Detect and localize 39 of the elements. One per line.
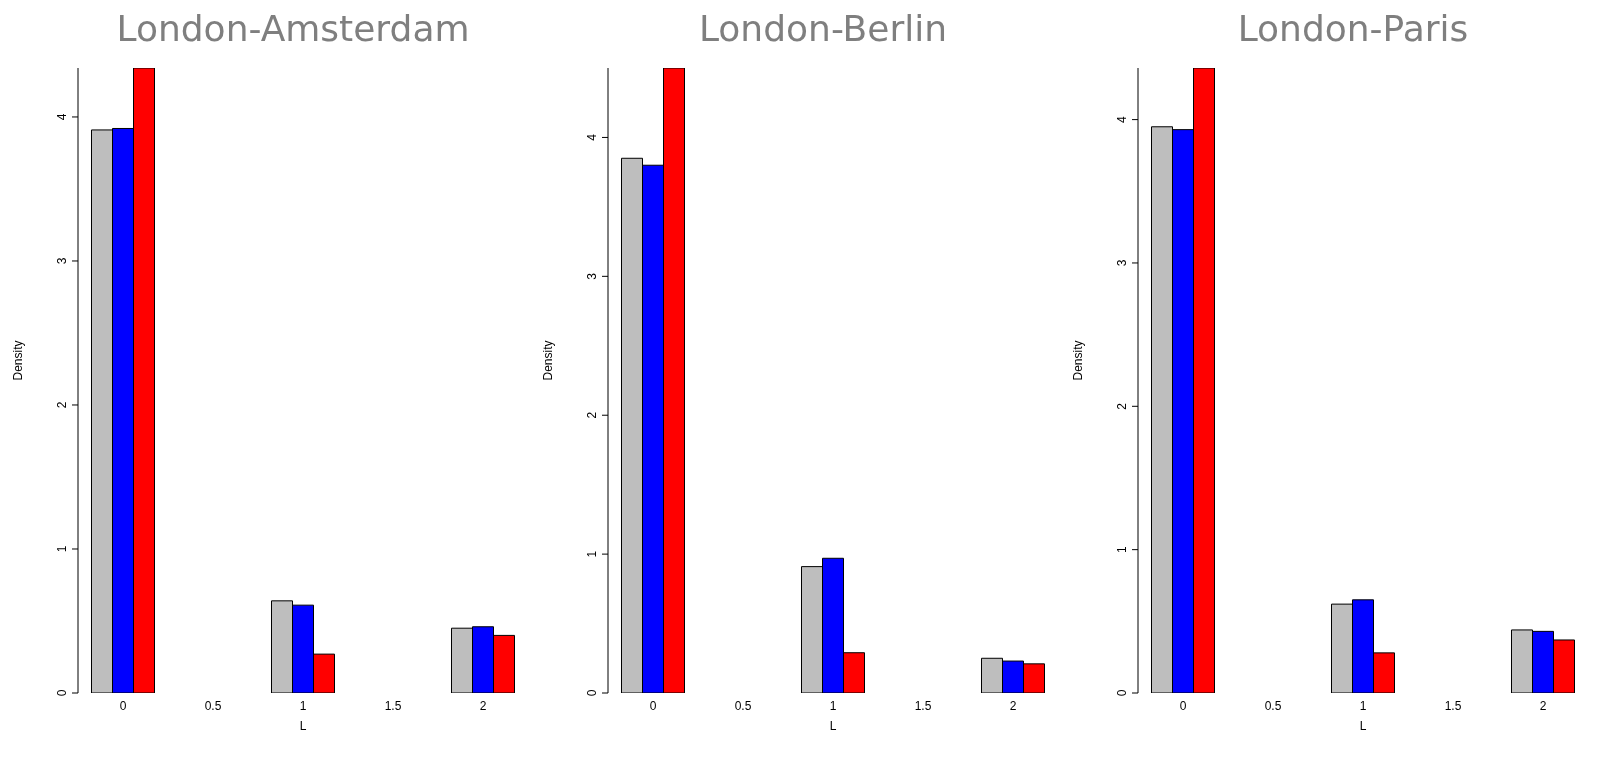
chart-title: London-Amsterdam (115, 8, 471, 51)
y-axis-title: Density (541, 340, 556, 381)
y-axis-title: Density (1071, 340, 1086, 381)
x-axis-title: L (1359, 719, 1367, 733)
x-tick-label: 1.5 (914, 698, 932, 713)
x-tick-label: 0 (119, 698, 127, 713)
x-tick-label: 0.5 (204, 698, 222, 713)
x-tick-label: 1.5 (384, 698, 402, 713)
x-tick-label: 1 (829, 698, 837, 713)
y-tick-label: 3 (1115, 259, 1129, 267)
y-tick-label: 2 (1115, 402, 1129, 410)
y-tick-label: 3 (55, 257, 69, 265)
y-tick-label: 0 (1115, 689, 1129, 697)
y-tick-label: 1 (1115, 546, 1129, 553)
y-tick-label: 4 (585, 133, 599, 141)
x-tick-label: 0.5 (734, 698, 752, 713)
x-tick-label: 0.5 (1264, 698, 1282, 713)
x-tick-label: 1 (299, 698, 307, 713)
x-tick-label: 2 (479, 698, 487, 713)
x-tick-label: 0 (649, 698, 657, 713)
y-axis-title: Density (11, 340, 26, 381)
y-tick-label: 4 (1115, 115, 1129, 123)
y-tick-label: 2 (55, 401, 69, 409)
chart-title: London-Paris (1236, 8, 1470, 51)
chart-title: London-Berlin (697, 8, 949, 51)
y-tick-label: 1 (55, 545, 69, 553)
y-tick-label: 0 (585, 689, 599, 697)
x-tick-label: 1.5 (1444, 698, 1462, 713)
y-tick-label: 1 (585, 550, 599, 558)
y-tick-label: 2 (585, 411, 599, 419)
x-tick-label: 1 (1359, 698, 1367, 713)
x-tick-label: 2 (1539, 698, 1547, 713)
x-axis-title: L (299, 719, 307, 733)
x-axis-title: L (829, 719, 837, 733)
x-tick-label: 2 (1009, 698, 1017, 713)
x-tick-label: 0 (1179, 698, 1187, 713)
y-tick-label: 4 (55, 113, 69, 121)
y-tick-label: 3 (585, 272, 599, 280)
y-tick-label: 0 (55, 689, 69, 697)
